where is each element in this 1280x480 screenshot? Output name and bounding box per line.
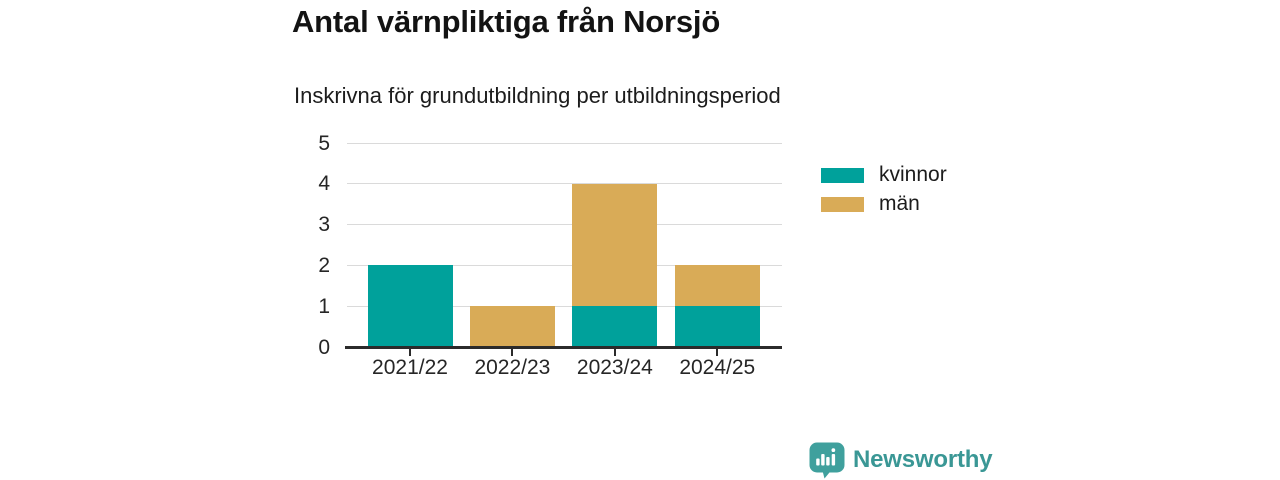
legend-item-kvinnor: kvinnor	[821, 163, 947, 186]
plot-area	[347, 142, 782, 347]
bar-segment-män-2023/24	[572, 183, 658, 307]
y-axis-tick-label: 5	[318, 131, 330, 155]
legend-label: män	[879, 192, 920, 215]
gridline-y-2	[347, 264, 782, 266]
chart-legend: kvinnor män	[821, 163, 947, 222]
gridline-y-3	[347, 224, 782, 226]
newsworthy-logo-text: Newsworthy	[853, 446, 993, 473]
gridline-y-4	[347, 183, 782, 185]
legend-label: kvinnor	[879, 163, 947, 186]
x-axis-tick-label: 2021/22	[372, 356, 448, 379]
legend-item-män: män	[821, 192, 947, 215]
x-axis-line	[345, 346, 782, 349]
bar-segment-kvinnor-2021/22	[367, 265, 453, 347]
y-axis-tick-label: 0	[318, 335, 330, 359]
newsworthy-branding: Newsworthy	[808, 441, 993, 479]
gridline-y-5	[347, 142, 782, 144]
legend-swatch-kvinnor	[821, 167, 864, 183]
x-axis-tick-label: 2024/25	[679, 356, 756, 379]
chart-subtitle: Inskrivna för grundutbildning per utbild…	[294, 83, 781, 108]
y-axis-tick-label: 4	[318, 172, 330, 196]
x-axis-tick	[613, 349, 616, 356]
x-axis-tick-label: 2022/23	[474, 356, 551, 379]
y-axis-tick-label: 3	[318, 213, 330, 237]
y-axis-tick-label: 1	[318, 294, 330, 318]
legend-swatch-män	[821, 196, 864, 212]
chart-title: Antal värnpliktiga från Norsjö	[292, 4, 721, 39]
y-axis-tick-label: 2	[318, 253, 330, 277]
x-axis-tick-label: 2023/24	[576, 356, 653, 379]
bar-segment-män-2024/25	[674, 265, 760, 307]
gridline-y-1	[347, 305, 782, 307]
bar-segment-kvinnor-2024/25	[674, 306, 760, 347]
x-axis-tick	[511, 349, 514, 356]
bar-segment-män-2022/23	[469, 306, 555, 347]
x-axis-tick	[409, 349, 411, 356]
bar-segment-kvinnor-2023/24	[572, 306, 658, 347]
bar-chart-speech-bubble-icon	[809, 442, 845, 479]
x-axis-tick	[716, 349, 719, 356]
